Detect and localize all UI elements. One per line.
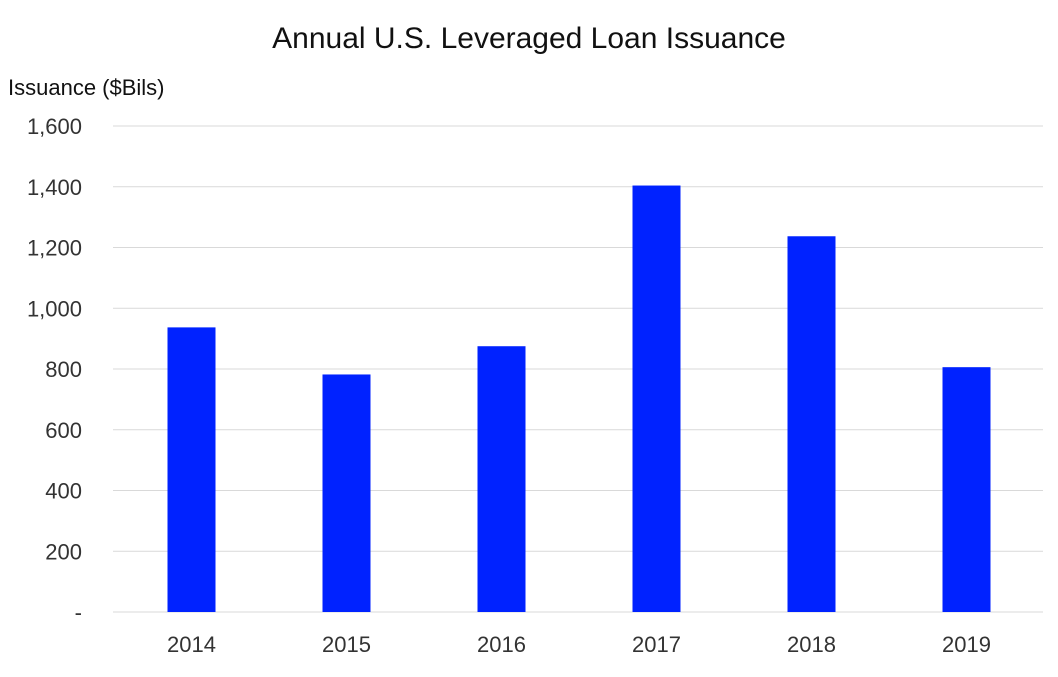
bar-2019 — [942, 367, 991, 612]
chart-title: Annual U.S. Leveraged Loan Issuance — [272, 22, 786, 55]
y-tick-label: 400 — [45, 479, 82, 504]
y-tick-label: 800 — [45, 357, 82, 382]
bar-2017 — [632, 185, 681, 612]
gridlines — [113, 125, 1043, 613]
x-tick-label: 2019 — [942, 632, 991, 657]
bar-2016 — [477, 346, 526, 612]
y-axis-ticks: - 200 400 600 800 1,000 1,200 1,400 1,600 — [27, 114, 82, 625]
y-axis-title: Issuance ($Bils) — [8, 75, 165, 100]
y-tick-label: 1,400 — [27, 175, 82, 200]
x-tick-label: 2018 — [787, 632, 836, 657]
x-tick-label: 2017 — [632, 632, 681, 657]
x-tick-label: 2015 — [322, 632, 371, 657]
bar-2015 — [322, 374, 371, 612]
y-tick-label: 1,000 — [27, 296, 82, 321]
bar-2014 — [167, 327, 216, 612]
x-axis-ticks: 2014 2015 2016 2017 2018 2019 — [167, 632, 991, 657]
y-tick-label: 1,600 — [27, 114, 82, 139]
x-tick-label: 2014 — [167, 632, 216, 657]
y-tick-label: 1,200 — [27, 236, 82, 261]
x-tick-label: 2016 — [477, 632, 526, 657]
y-tick-label: - — [75, 600, 82, 625]
y-tick-label: 200 — [45, 539, 82, 564]
y-tick-label: 600 — [45, 418, 82, 443]
bars — [167, 185, 991, 613]
bar-2018 — [787, 236, 836, 613]
